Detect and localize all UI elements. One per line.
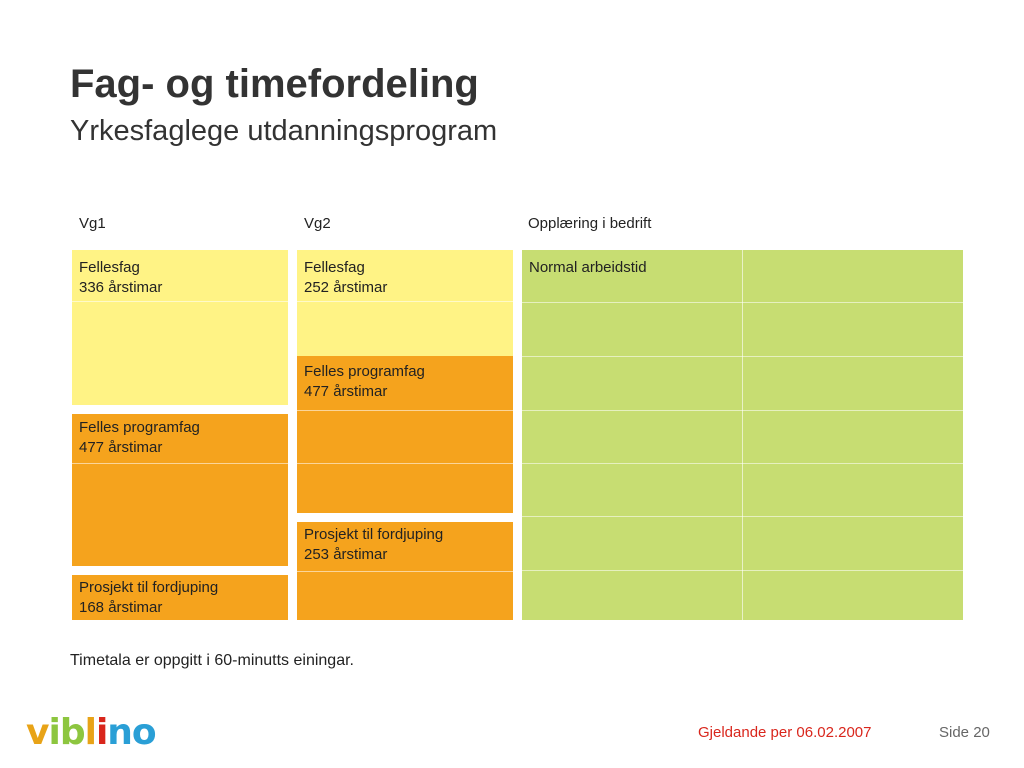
footnote: Timetala er oppgitt i 60-minutts eininga… [70,652,354,669]
vg2-prosjekt-name: Prosjekt til fordjuping [304,526,444,543]
logo-letter: v [26,712,49,753]
logo-letter: o [131,712,157,753]
vg2-prosjekt-label: Prosjekt til fordjuping 253 årstimar [304,525,443,565]
logo-letter: n [107,712,133,753]
vg2-programfag-block: Felles programfag 477 årstimar [297,356,513,513]
column-heading-vg1: Vg1 [79,215,106,232]
vg2-programfag-label: Felles programfag 477 årstimar [304,362,425,402]
vg2-fellesfag-label: Fellesfag 252 årstimar [304,258,387,298]
logo-letter: i [95,712,108,753]
vg1-fellesfag-block: Fellesfag 336 årstimar [72,250,288,405]
page-number: Side 20 [939,724,990,741]
vg2-fellesfag-name: Fellesfag [304,259,365,276]
logo-letter: b [59,712,86,753]
vg2-prosjekt-block: Prosjekt til fordjuping 253 årstimar [297,522,513,620]
vg1-prosjekt-name: Prosjekt til fordjuping [79,579,219,596]
vg1-prosjekt-label: Prosjekt til fordjuping 168 årstimar [79,578,218,618]
vg1-programfag-name: Felles programfag [79,419,200,436]
vg2-prosjekt-hours: 253 årstimar [304,546,388,563]
vg2-programfag-hours: 477 årstimar [304,383,388,400]
vg1-prosjekt-block: Prosjekt til fordjuping 168 årstimar [72,575,288,620]
logo-letter: l [84,712,97,753]
vg1-programfag-block: Felles programfag 477 årstimar [72,414,288,566]
vg2-programfag-name: Felles programfag [304,363,425,380]
column-heading-vg2: Vg2 [304,215,331,232]
bedrift-label: Normal arbeidstid [529,259,647,276]
logo-letter: i [48,712,60,753]
vg2-fellesfag-block: Fellesfag 252 årstimar [297,250,513,356]
vg2-fellesfag-hours: 252 årstimar [304,279,388,296]
vg1-fellesfag-label: Fellesfag 336 årstimar [79,258,162,298]
vg1-programfag-label: Felles programfag 477 årstimar [79,418,200,458]
column-heading-bedrift: Opplæring i bedrift [528,215,652,232]
bedrift-block: Normal arbeidstid [522,250,963,620]
vg1-prosjekt-hours: 168 årstimar [79,599,163,616]
slide-subtitle: Yrkesfaglege utdanningsprogram [70,115,498,147]
vg1-fellesfag-name: Fellesfag [79,259,140,276]
viblino-logo: viblino [26,712,157,753]
footer-date: Gjeldande per 06.02.2007 [698,724,872,741]
slide-title: Fag- og timefordeling [70,62,479,106]
vg1-fellesfag-hours: 336 årstimar [79,279,163,296]
vg1-programfag-hours: 477 årstimar [79,439,163,456]
